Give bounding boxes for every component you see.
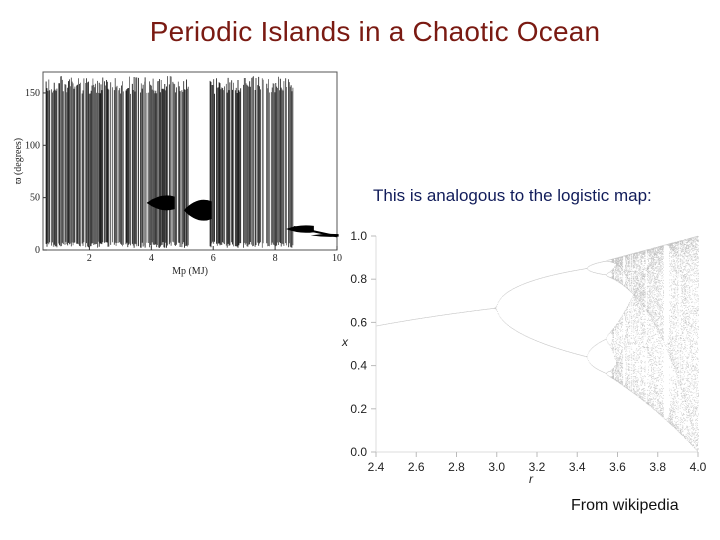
x-axis-label: r (529, 472, 534, 486)
source-note: From wikipedia (571, 497, 679, 514)
x-tick-label: 3.2 (529, 460, 546, 474)
y-tick-label: 0.8 (350, 272, 367, 286)
y-tick-label: 1.0 (350, 229, 367, 243)
x-tick-label: 3.4 (569, 460, 586, 474)
chaotic-region (144, 77, 151, 248)
x-tick-label: 2.8 (448, 460, 465, 474)
chaotic-region (107, 76, 146, 248)
x-tick-label: 3.0 (488, 460, 505, 474)
x-tick-label: 4 (149, 253, 154, 264)
x-tick-label: 3.8 (649, 460, 666, 474)
y-tick-label: 0.0 (350, 445, 367, 459)
periodic-tail (293, 225, 338, 238)
y-tick-label: 0 (35, 245, 40, 256)
y-tick-label: 0.2 (350, 402, 367, 416)
chaotic-region (45, 76, 108, 248)
x-tick-label: 2 (87, 253, 92, 264)
y-tick-label: 150 (25, 88, 40, 99)
x-tick-label: 2.4 (368, 460, 385, 474)
x-tick-label: 6 (211, 253, 216, 264)
x-tick-label: 10 (332, 253, 342, 264)
logistic-map-marks (376, 235, 699, 452)
chaos-plot-frame (42, 71, 338, 251)
x-tick-label: 3.6 (609, 460, 626, 474)
caption: This is analogous to the logistic map: (373, 186, 652, 205)
periodic-island (183, 199, 212, 221)
x-tick-label: 8 (273, 253, 278, 264)
periodic-island (146, 195, 175, 211)
y-tick-label: 0.6 (350, 315, 367, 329)
x-axis-label: Mp (MJ) (172, 266, 208, 277)
y-axis-label: x (341, 335, 349, 349)
x-tick-label: 4.0 (690, 460, 707, 474)
chaos-plot-marks (45, 76, 339, 248)
x-tick-label: 2.6 (408, 460, 425, 474)
y-tick-label: 50 (30, 193, 40, 204)
y-tick-label: 0.4 (350, 359, 367, 373)
logistic-map-axes: 2.4 2.6 2.8 3.0 3.2 3.4 3.6 3.8 4.0 0.0 0.2 0.4 0.6 0… (341, 229, 707, 486)
chaotic-region (150, 76, 189, 248)
slide-title: Periodic Islands in a Chaotic Ocean (149, 16, 601, 47)
bifurcation-points (376, 235, 699, 452)
y-tick-label: 100 (25, 140, 40, 151)
y-axis-label: ϖ (degrees) (13, 138, 24, 184)
